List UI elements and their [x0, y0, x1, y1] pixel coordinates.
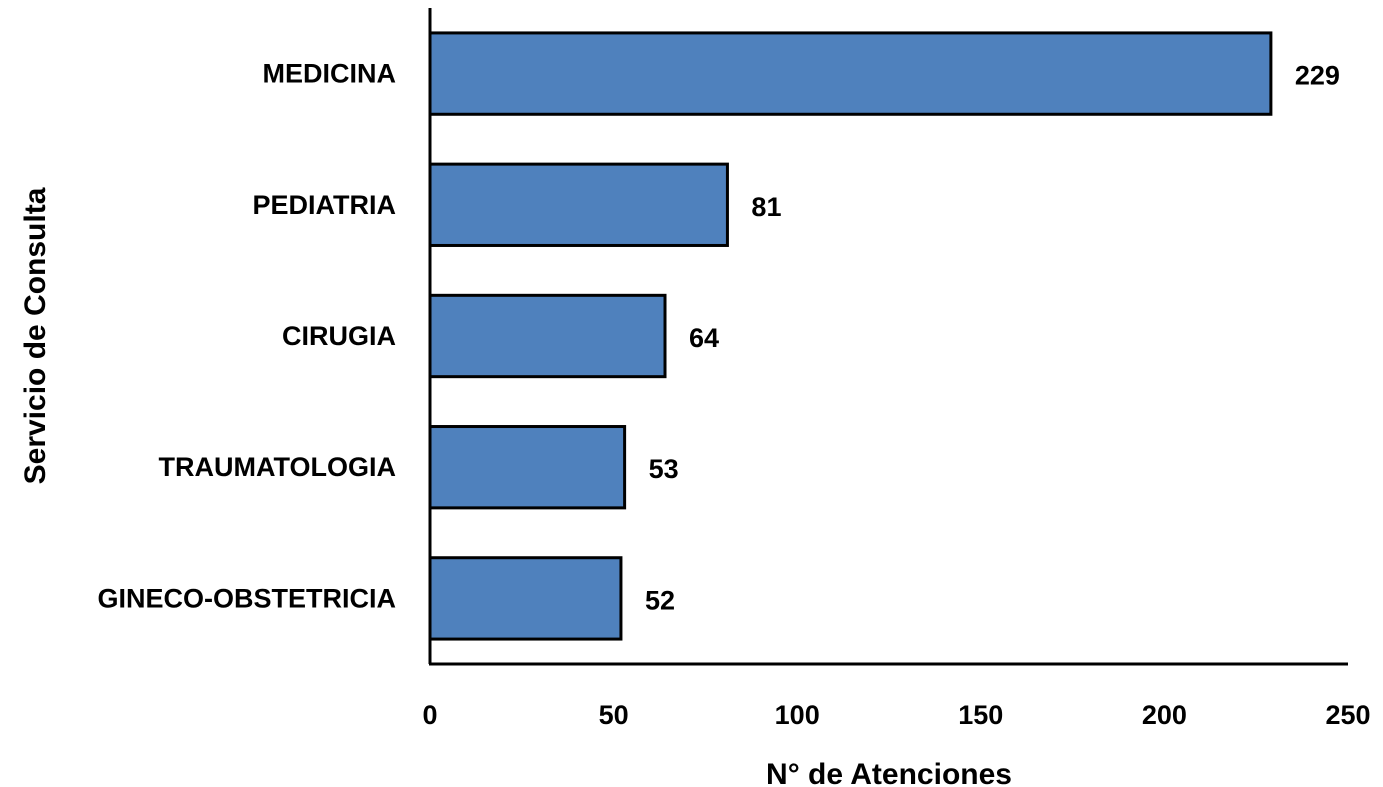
category-label-cirugia: CIRUGIA [282, 321, 396, 351]
data-label-medicina: 229 [1295, 61, 1340, 91]
x-tick-label-0: 0 [422, 700, 437, 730]
category-label-traumatologia: TRAUMATOLOGIA [159, 452, 396, 482]
x-tick-label-200: 200 [1142, 700, 1187, 730]
category-label-gineco-obstetricia: GINECO-OBSTETRICIA [97, 583, 396, 613]
axes-group [428, 8, 1348, 666]
category-labels-group: MEDICINA PEDIATRIA CIRUGIA TRAUMATOLOGIA GIN… [97, 59, 396, 614]
data-labels-group: 229 81 64 53 52 [645, 61, 1340, 616]
bar-cirugia [428, 293, 667, 379]
x-tick-label-150: 150 [958, 700, 1003, 730]
x-tick-labels-group: 0 50 100 150 200 250 [422, 700, 1370, 730]
x-tick-label-100: 100 [775, 700, 820, 730]
data-label-pediatria: 81 [751, 192, 781, 222]
x-axis-title: N° de Atenciones [766, 758, 1012, 787]
x-tick-label-50: 50 [599, 700, 629, 730]
bar-medicina [428, 31, 1273, 116]
data-label-cirugia: 64 [689, 323, 719, 353]
bar-traumatologia [428, 425, 627, 510]
data-label-gineco-obstetricia: 52 [645, 585, 675, 615]
bar-pediatria [428, 162, 729, 247]
category-label-medicina: MEDICINA [263, 59, 397, 89]
bars-group [428, 31, 1273, 641]
category-label-pediatria: PEDIATRIA [252, 190, 396, 220]
y-axis-title: Servicio de Consulta [19, 187, 52, 484]
bar-gineco-obstetricia [428, 556, 623, 641]
data-label-traumatologia: 53 [649, 454, 679, 484]
x-tick-label-250: 250 [1325, 700, 1370, 730]
